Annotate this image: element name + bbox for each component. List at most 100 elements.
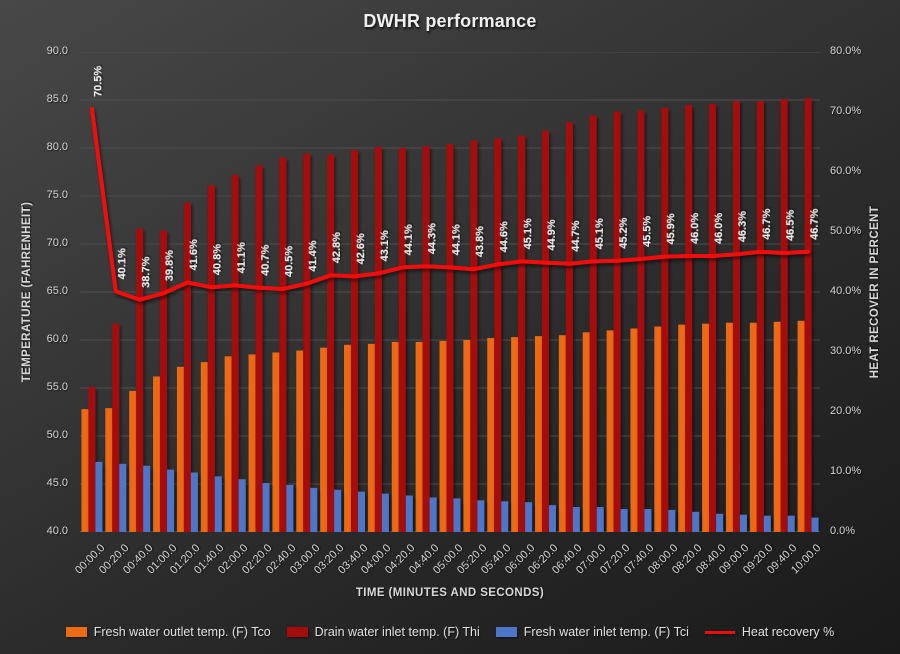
- data-label: 45.1%: [522, 218, 534, 249]
- bar-tco: [534, 336, 542, 532]
- bar-thi: [374, 147, 382, 532]
- bar-tco: [272, 352, 280, 532]
- data-label: 42.6%: [355, 233, 367, 264]
- legend-item: Fresh water outlet temp. (F) Tco: [65, 625, 271, 639]
- data-label: 45.1%: [594, 218, 606, 249]
- bar-tci: [572, 507, 580, 532]
- legend-label: Heat recovery %: [741, 625, 835, 639]
- data-label: 43.8%: [474, 226, 486, 257]
- bar-thi: [470, 140, 478, 532]
- bar-thi: [446, 144, 454, 532]
- data-label: 44.1%: [451, 224, 463, 255]
- bar-thi: [183, 202, 191, 532]
- data-label: 45.9%: [665, 213, 677, 244]
- heat-recovery-line: [89, 107, 811, 302]
- bar-tci: [262, 483, 270, 532]
- bar-thi: [613, 111, 621, 532]
- bar-tci: [739, 514, 747, 532]
- bar-tco: [344, 344, 352, 532]
- y-tick-left: 60.0: [46, 333, 68, 345]
- y-tick-right: 30.0%: [830, 345, 862, 357]
- bar-tco: [606, 330, 614, 532]
- bar-tco: [749, 322, 757, 532]
- data-label: 42.8%: [331, 232, 343, 263]
- chart-title: DWHR performance: [363, 11, 537, 31]
- data-label: 46.7%: [761, 208, 773, 239]
- y-tick-right: 60.0%: [830, 165, 862, 177]
- y-tick-right: 0.0%: [830, 525, 856, 537]
- bar-thi: [637, 110, 645, 532]
- bar-thi: [756, 100, 764, 533]
- bar-thi: [589, 115, 597, 533]
- y-tick-right: 50.0%: [830, 225, 862, 237]
- bar-tci: [548, 505, 556, 532]
- right-axis-title: HEAT RECOVER IN PERCENT: [869, 205, 881, 379]
- bar-thi: [303, 153, 311, 532]
- bar-thi: [327, 154, 335, 532]
- bar-tco: [702, 323, 710, 532]
- bar-thi: [231, 174, 239, 532]
- legend-color-swatch: [286, 627, 308, 637]
- data-label: 46.5%: [785, 210, 797, 241]
- bar-tco: [678, 324, 686, 532]
- bar-tco: [487, 338, 495, 532]
- y-tick-right: 80.0%: [830, 45, 862, 57]
- bar-tci: [334, 489, 342, 532]
- bar-tco: [200, 362, 208, 532]
- bar-tci: [214, 476, 222, 532]
- chart-legend: Fresh water outlet temp. (F) Tco Drain wa…: [0, 621, 900, 643]
- legend-color-swatch: [495, 627, 517, 637]
- legend-label: Fresh water inlet temp. (F) Tci: [523, 625, 689, 639]
- legend-label: Drain water inlet temp. (F) Thi: [314, 625, 480, 639]
- bar-tci: [787, 515, 795, 532]
- data-label: 45.5%: [641, 216, 653, 247]
- data-label: 41.4%: [307, 240, 319, 271]
- bar-tco: [558, 335, 566, 532]
- y-tick-left: 75.0: [46, 189, 68, 201]
- bar-tco: [797, 320, 805, 532]
- bar-tco: [511, 337, 519, 532]
- legend-color-swatch: [65, 627, 87, 637]
- bar-tci: [692, 511, 700, 532]
- bar-tci: [525, 502, 533, 532]
- data-label: 44.1%: [403, 224, 415, 255]
- y-tick-right: 10.0%: [830, 465, 862, 477]
- data-label: 45.2%: [618, 217, 630, 248]
- data-label: 41.6%: [188, 239, 200, 270]
- y-tick-left: 50.0: [46, 429, 68, 441]
- bar-tci: [477, 500, 485, 532]
- data-label: 46.0%: [689, 213, 701, 244]
- bar-thi: [398, 148, 406, 532]
- bar-tco: [630, 328, 638, 532]
- data-label: 46.3%: [737, 211, 749, 242]
- legend-line-swatch: [704, 630, 735, 634]
- y-tick-left: 80.0: [46, 141, 68, 153]
- bar-tci: [811, 517, 819, 532]
- bar-thi: [518, 135, 526, 532]
- y-tick-left: 85.0: [46, 93, 68, 105]
- bar-thi: [494, 138, 502, 532]
- bar-tco: [391, 341, 399, 532]
- bar-tci: [310, 487, 318, 532]
- data-label: 40.5%: [283, 246, 295, 277]
- data-label: 40.8%: [212, 244, 224, 275]
- data-label: 41.1%: [236, 242, 248, 273]
- data-label: 70.5%: [92, 66, 104, 97]
- bar-tco: [582, 332, 590, 532]
- bar-thi: [136, 228, 144, 532]
- bar-tco: [773, 321, 781, 532]
- bar-tci: [167, 469, 175, 532]
- bar-tco: [725, 322, 733, 532]
- data-label: 44.3%: [427, 223, 439, 254]
- bar-tco: [320, 347, 328, 532]
- data-label: 44.9%: [546, 219, 558, 250]
- legend-item: Drain water inlet temp. (F) Thi: [286, 625, 480, 639]
- y-tick-left: 40.0: [46, 525, 68, 537]
- data-label: 43.1%: [379, 230, 391, 261]
- bar-tci: [429, 497, 437, 532]
- bar-tci: [238, 479, 246, 532]
- bar-tci: [596, 507, 604, 532]
- y-tick-right: 70.0%: [830, 105, 862, 117]
- y-tick-right: 20.0%: [830, 405, 862, 417]
